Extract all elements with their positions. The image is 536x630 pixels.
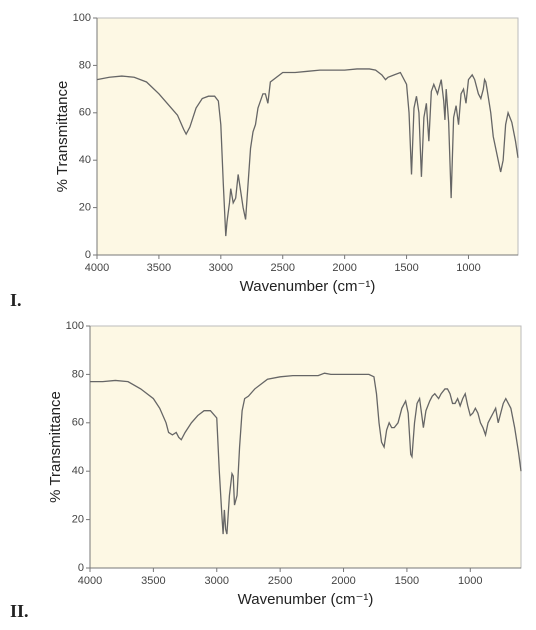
x-tick-label: 2000 (332, 262, 356, 274)
y-tick-label: 60 (72, 417, 84, 429)
panel-label: II. (10, 601, 29, 621)
panel-label: I. (10, 290, 22, 310)
x-axis-label: Wavenumber (cm⁻¹) (238, 591, 374, 608)
x-tick-label: 3000 (205, 575, 229, 587)
plot-area (96, 17, 519, 256)
y-tick-label: 100 (66, 320, 84, 332)
y-tick-label: 20 (72, 514, 84, 526)
x-axis-label: Wavenumber (cm⁻¹) (240, 278, 376, 295)
y-tick-label: 40 (72, 465, 84, 477)
spectrum-line (96, 68, 519, 237)
x-tick-label: 3000 (209, 262, 233, 274)
y-tick-label: 80 (79, 59, 91, 71)
plot-area (89, 325, 522, 569)
x-tick-label: 1500 (395, 575, 419, 587)
spectrum-line (90, 372, 522, 535)
y-axis-label: % Transmittance (47, 391, 64, 503)
y-tick-label: 20 (79, 202, 91, 214)
y-tick-label: 40 (79, 154, 91, 166)
x-tick-label: 4000 (78, 575, 102, 587)
x-tick-label: 1000 (458, 575, 482, 587)
x-tick-label: 3500 (141, 575, 165, 587)
y-tick-label: 100 (73, 12, 91, 24)
x-tick-label: 3500 (147, 262, 171, 274)
y-tick-label: 0 (85, 249, 91, 261)
x-tick-label: 2500 (268, 575, 292, 587)
y-tick-label: 80 (72, 368, 84, 380)
x-tick-label: 1500 (394, 262, 418, 274)
y-tick-label: 60 (79, 107, 91, 119)
x-tick-label: 2500 (270, 262, 294, 274)
x-tick-label: 2000 (331, 575, 355, 587)
y-tick-label: 0 (78, 562, 84, 574)
x-tick-label: 1000 (456, 262, 480, 274)
x-tick-label: 4000 (85, 262, 109, 274)
y-axis-label: % Transmittance (54, 81, 71, 193)
